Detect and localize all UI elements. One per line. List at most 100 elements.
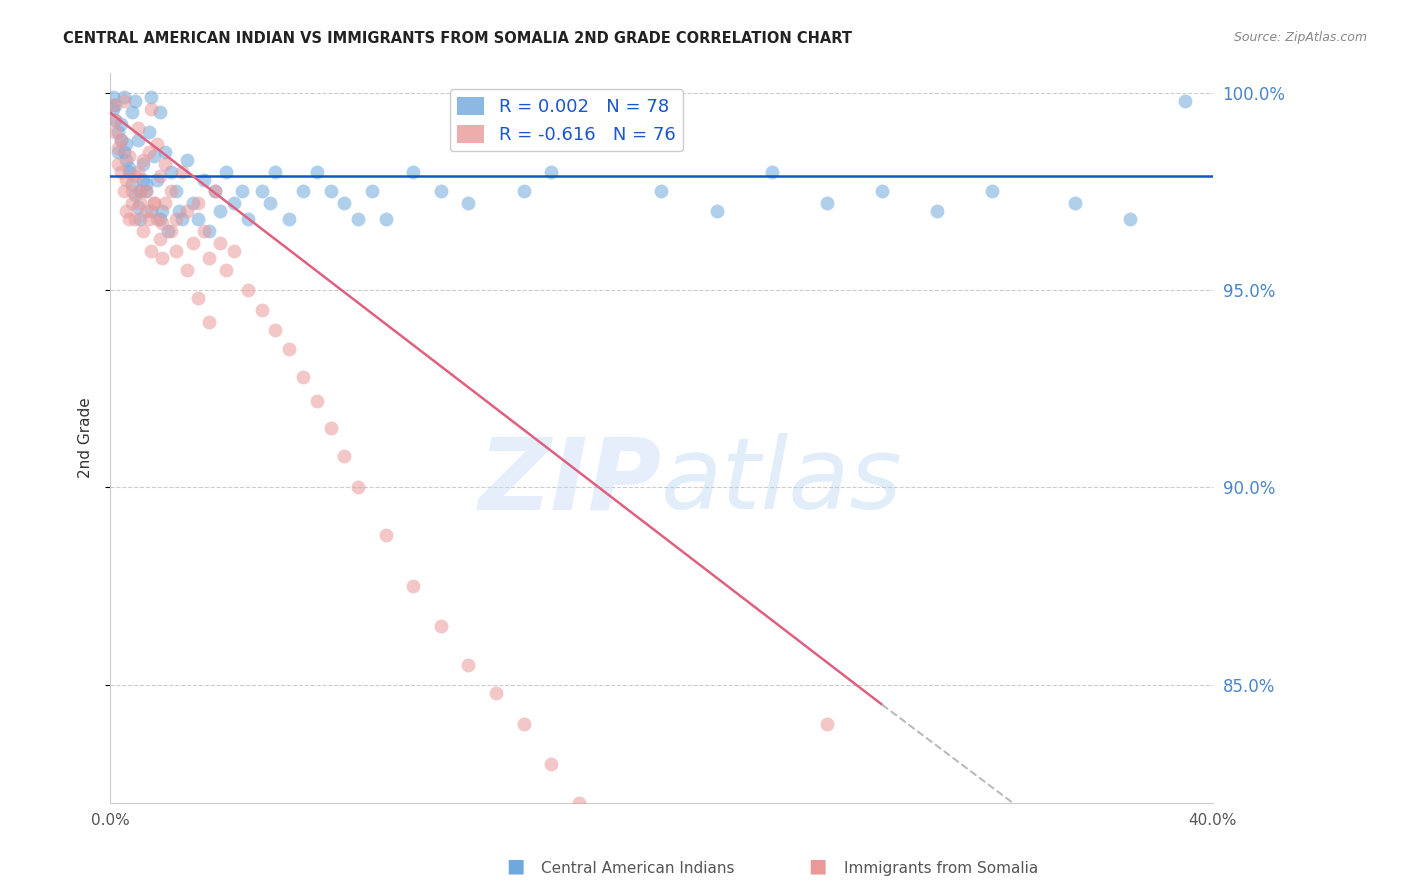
Point (146, 172, 169, 186)
Point (159, 164, 181, 178)
Point (132, 157, 155, 171)
Point (181, 196, 204, 211)
Point (1174, 94, 1197, 108)
Point (761, 164, 783, 178)
Point (121, 177, 143, 191)
Point (333, 449, 356, 463)
Point (187, 196, 209, 211)
Point (870, 185, 893, 199)
Point (176, 263, 198, 277)
Point (1064, 196, 1087, 211)
Point (159, 185, 181, 199)
Point (1119, 212, 1142, 227)
Point (264, 322, 287, 336)
Point (156, 224, 179, 238)
Point (457, 658, 479, 673)
Point (118, 164, 141, 178)
Point (485, 686, 508, 700)
Point (193, 224, 215, 238)
Point (124, 212, 146, 227)
Point (706, 204, 728, 219)
Point (291, 185, 314, 199)
Point (319, 421, 342, 435)
Point (104, 97, 127, 112)
Point (124, 94, 146, 108)
Point (259, 196, 281, 211)
Point (135, 204, 157, 219)
Point (132, 172, 155, 186)
Point (124, 169, 146, 183)
Point (222, 244, 245, 258)
Point (153, 145, 176, 159)
Point (129, 185, 152, 199)
Point (430, 185, 453, 199)
Point (215, 263, 238, 277)
Point (333, 196, 356, 211)
Point (165, 244, 187, 258)
Point (138, 212, 160, 227)
Point (278, 343, 301, 357)
Point (231, 185, 253, 199)
Point (127, 133, 149, 147)
Point (141, 244, 163, 258)
Point (159, 224, 181, 238)
Point (146, 212, 169, 227)
Point (319, 185, 342, 199)
Point (236, 283, 259, 297)
Point (347, 480, 370, 494)
Point (132, 224, 155, 238)
Text: Immigrants from Somalia: Immigrants from Somalia (844, 861, 1038, 876)
Point (167, 204, 190, 219)
Point (107, 145, 129, 159)
Point (143, 149, 166, 163)
Point (112, 89, 135, 103)
Point (121, 105, 143, 120)
Point (148, 212, 170, 227)
Point (305, 164, 328, 178)
Point (132, 153, 155, 167)
Point (141, 89, 163, 103)
Point (198, 315, 221, 329)
Point (150, 204, 173, 219)
Point (112, 185, 135, 199)
Point (146, 136, 169, 151)
Point (360, 185, 382, 199)
Text: CENTRAL AMERICAN INDIAN VS IMMIGRANTS FROM SOMALIA 2ND GRADE CORRELATION CHART: CENTRAL AMERICAN INDIAN VS IMMIGRANTS FR… (63, 31, 852, 46)
Point (118, 212, 141, 227)
Point (250, 185, 273, 199)
Point (107, 157, 129, 171)
Point (110, 117, 132, 131)
Text: ZIP: ZIP (478, 434, 661, 531)
Point (110, 133, 132, 147)
Point (540, 756, 562, 771)
Point (568, 796, 591, 810)
Point (127, 200, 149, 214)
Point (135, 185, 157, 199)
Point (148, 232, 170, 246)
Point (187, 212, 209, 227)
Point (815, 717, 838, 731)
Point (170, 164, 193, 178)
Point (150, 216, 173, 230)
Point (815, 196, 838, 211)
Point (264, 164, 287, 178)
Point (153, 157, 176, 171)
Point (121, 196, 143, 211)
Point (115, 172, 138, 186)
Point (209, 204, 232, 219)
Point (115, 153, 138, 167)
Point (457, 196, 479, 211)
Point (153, 196, 176, 211)
Point (104, 113, 127, 128)
Point (374, 528, 396, 542)
Point (148, 105, 170, 120)
Point (595, 816, 617, 830)
Point (347, 212, 370, 227)
Point (104, 125, 127, 139)
Point (110, 133, 132, 147)
Point (135, 185, 157, 199)
Point (981, 185, 1004, 199)
Point (193, 172, 215, 186)
Point (143, 196, 166, 211)
Point (101, 97, 124, 112)
